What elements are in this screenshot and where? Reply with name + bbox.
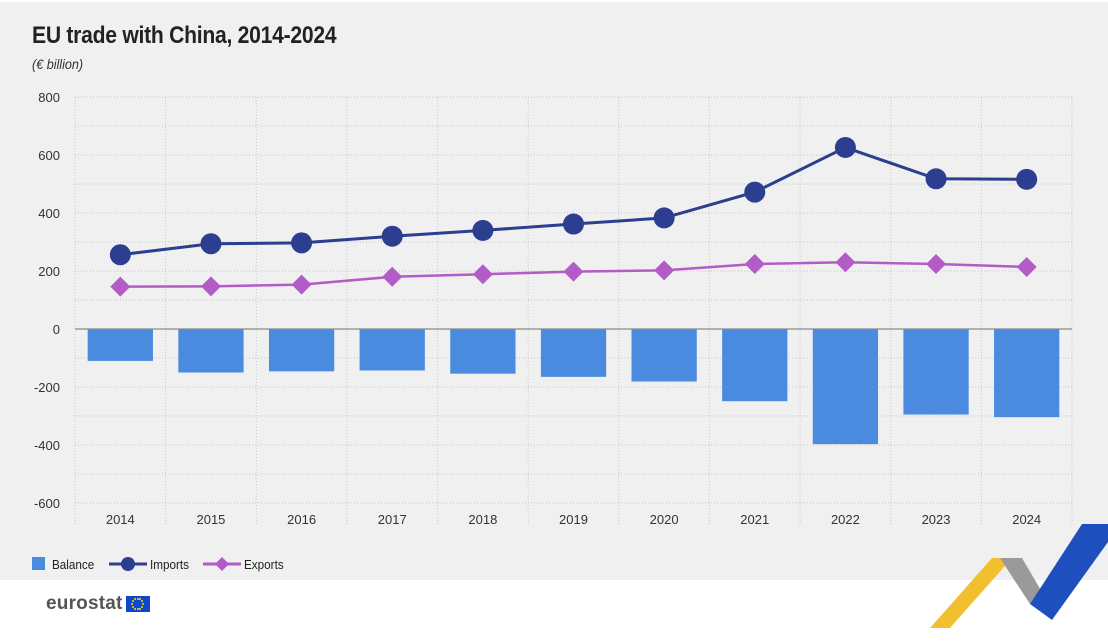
legend-label-balance: Balance <box>52 556 95 572</box>
legend: Balance Imports Exports <box>32 553 298 575</box>
balance-bar <box>812 329 879 445</box>
x-tick-label: 2019 <box>559 512 588 527</box>
y-tick-label: 600 <box>38 148 60 163</box>
imports-point <box>744 181 766 203</box>
balance-bar <box>994 329 1060 418</box>
balance-bar <box>903 329 969 415</box>
x-tick-label: 2023 <box>922 512 951 527</box>
x-tick-label: 2015 <box>196 512 225 527</box>
chart-plot: 800 600 400 200 0 -200 -400 -600 2014 2015 2016 201… <box>34 90 1073 527</box>
exports-point <box>563 261 584 282</box>
imports-point <box>200 233 222 255</box>
corner-decoration-icon <box>930 524 1108 628</box>
y-tick-label: -200 <box>34 380 60 395</box>
balance-bar <box>450 329 516 374</box>
y-tick-label: -400 <box>34 438 60 453</box>
y-tick-label: -600 <box>34 496 60 511</box>
y-tick-label: 200 <box>38 264 60 279</box>
exports-point <box>472 264 493 285</box>
exports-point <box>200 276 221 297</box>
imports-line-icon <box>108 557 147 571</box>
balance-bar <box>540 329 607 377</box>
y-tick-label: 400 <box>38 206 60 221</box>
balance-bar <box>268 329 335 372</box>
x-tick-label: 2024 <box>1012 512 1041 527</box>
balance-bar <box>178 329 244 373</box>
legend-label-exports: Exports <box>244 556 284 572</box>
imports-point <box>291 232 313 254</box>
x-tick-label: 2021 <box>740 512 769 527</box>
x-tick-label: 2022 <box>831 512 860 527</box>
logo-text: eurostat <box>46 593 123 614</box>
chart-title: EU trade with China, 2014-2024 <box>32 22 337 49</box>
legend-label-imports: Imports <box>149 556 189 572</box>
balance-bar <box>631 329 697 382</box>
eu-flag-icon <box>125 596 150 612</box>
legend-item-balance: Balance <box>32 557 99 572</box>
y-tick-label: 0 <box>53 322 60 337</box>
exports-line-icon <box>203 557 242 571</box>
exports-point <box>382 266 403 287</box>
exports-point <box>926 254 947 275</box>
y-tick-label: 800 <box>38 90 60 105</box>
imports-point <box>381 225 403 247</box>
x-tick-label: 2020 <box>650 512 679 527</box>
exports-point <box>110 276 131 297</box>
legend-item-exports: Exports <box>203 556 288 572</box>
balance-bar <box>722 329 788 402</box>
x-tick-label: 2016 <box>287 512 316 527</box>
imports-point <box>653 207 675 229</box>
balance-bar <box>359 329 425 371</box>
exports-point <box>1016 256 1037 277</box>
balance-bar <box>87 329 153 361</box>
imports-point <box>925 168 947 190</box>
x-tick-label: 2018 <box>468 512 497 527</box>
imports-point <box>109 244 131 266</box>
exports-point <box>291 274 312 295</box>
x-tick-label: 2017 <box>378 512 407 527</box>
chart-subtitle: (€ billion) <box>32 56 84 72</box>
legend-item-imports: Imports <box>108 556 193 572</box>
eurostat-logo: eurostat <box>46 593 150 615</box>
x-tick-label: 2014 <box>106 512 135 527</box>
imports-point <box>1016 168 1038 190</box>
imports-point <box>563 213 584 235</box>
chart-panel <box>0 2 1108 580</box>
exports-point <box>744 254 765 275</box>
imports-point <box>472 219 494 241</box>
exports-point <box>835 252 856 273</box>
imports-point <box>834 136 856 158</box>
balance-swatch-icon <box>32 557 45 570</box>
exports-point <box>654 260 675 281</box>
